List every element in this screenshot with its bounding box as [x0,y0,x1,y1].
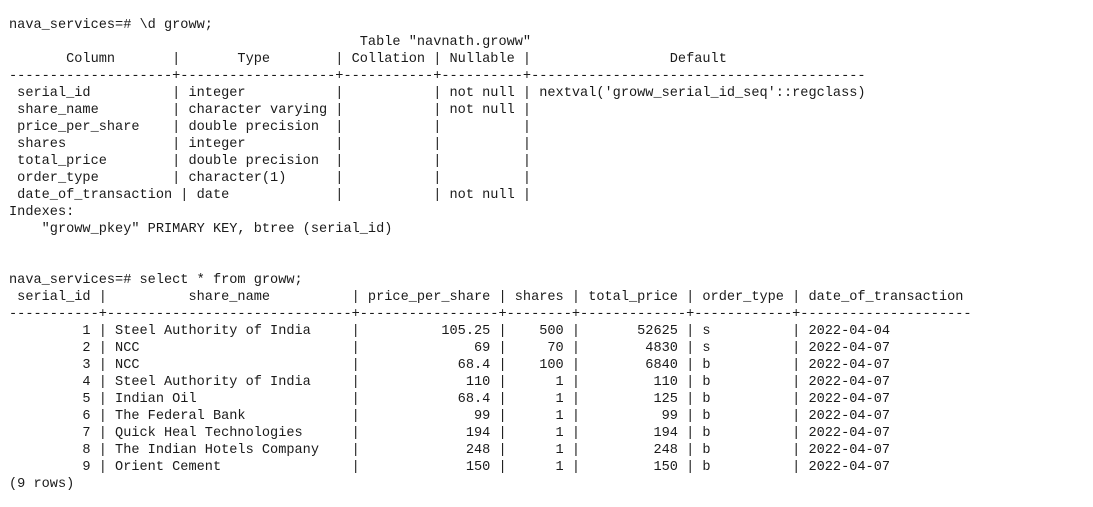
describe-row: total_price | double precision | | | [9,154,532,169]
blank-line [9,238,972,255]
describe-row: share_name | character varying | | not n… [9,103,532,118]
table-row: 9 | Orient Cement | 150 | 1 | 150 | b | … [9,460,891,475]
indexes-label: Indexes: [9,205,75,220]
table-caption: Table "navnath.groww" [9,35,532,50]
describe-row: date_of_transaction | date | | not null … [9,188,532,203]
row-count: (9 rows) [9,477,75,492]
command-select: nava_services=# select * from groww; [9,273,303,288]
table-row: 4 | Steel Authority of India | 110 | 1 |… [9,375,891,390]
table-row: 6 | The Federal Bank | 99 | 1 | 99 | b |… [9,409,891,424]
describe-row: serial_id | integer | | not null | nextv… [9,86,866,101]
select-header: serial_id | share_name | price_per_share… [9,290,964,305]
table-row: 5 | Indian Oil | 68.4 | 1 | 125 | b | 20… [9,392,891,407]
describe-row: order_type | character(1) | | | [9,171,532,186]
blank-line [9,255,972,272]
table-row: 1 | Steel Authority of India | 105.25 | … [9,324,891,339]
table-row: 7 | Quick Heal Technologies | 194 | 1 | … [9,426,891,441]
terminal-output: nava_services=# \d groww; Table "navnath… [9,17,972,493]
index-entry: "groww_pkey" PRIMARY KEY, btree (serial_… [9,222,393,237]
table-row: 8 | The Indian Hotels Company | 248 | 1 … [9,443,891,458]
describe-row: price_per_share | double precision | | | [9,120,532,135]
table-row: 2 | NCC | 69 | 70 | 4830 | s | 2022-04-0… [9,341,891,356]
describe-header: Column | Type | Collation | Nullable | D… [9,52,727,67]
describe-row: shares | integer | | | [9,137,532,152]
table-row: 3 | NCC | 68.4 | 100 | 6840 | b | 2022-0… [9,358,891,373]
select-divider: -----------+----------------------------… [9,307,972,322]
command-describe: nava_services=# \d groww; [9,18,213,33]
describe-divider: --------------------+-------------------… [9,69,866,84]
